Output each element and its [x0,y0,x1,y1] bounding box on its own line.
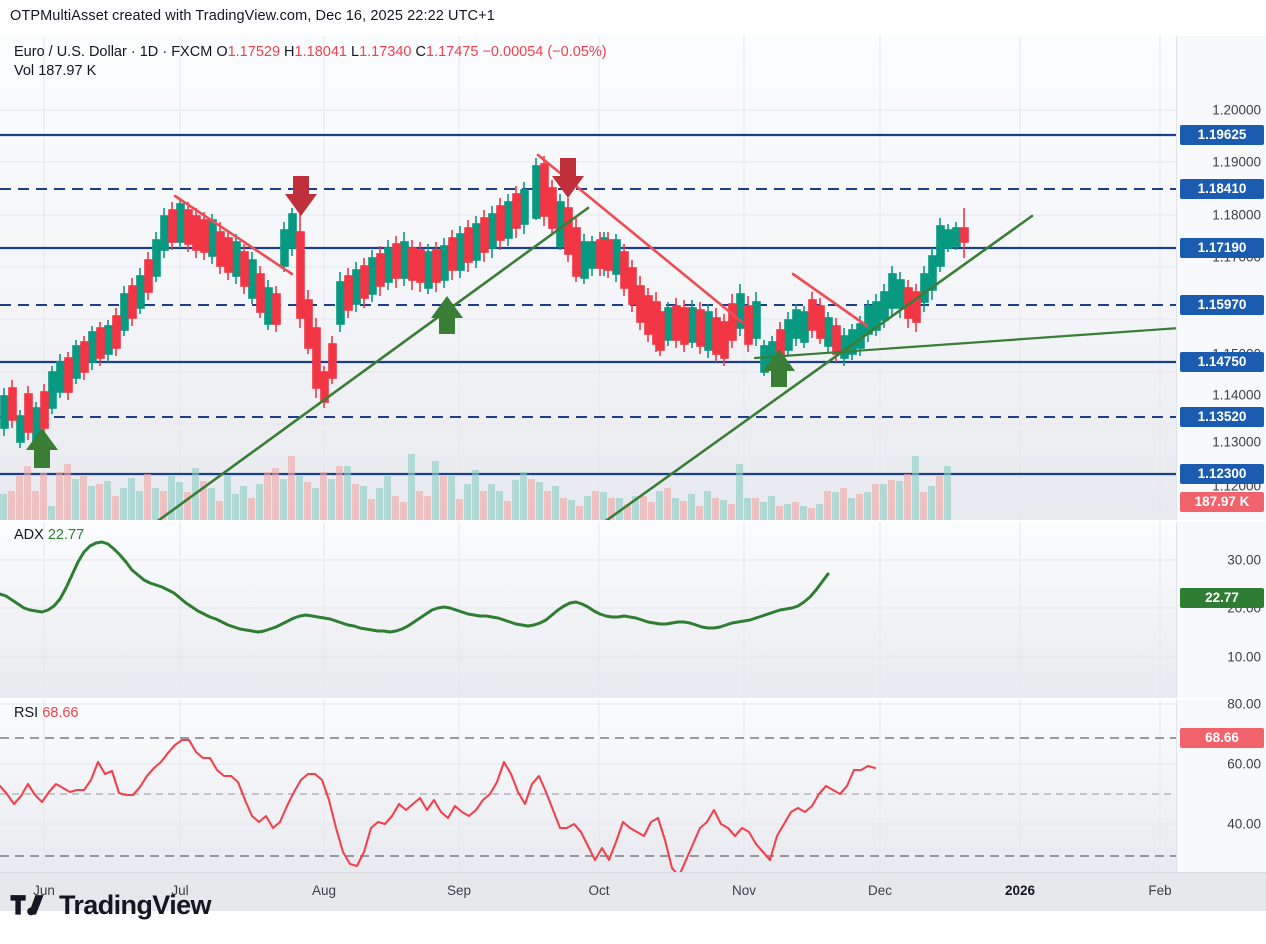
adx-plot[interactable] [0,522,1176,698]
trendline-down-3 [791,272,869,328]
time-tick: Aug [311,883,337,898]
rsi-label: RSI [14,705,39,721]
level-tag[interactable]: 1.18410 [1180,179,1264,199]
time-axis[interactable]: Jun Jul Aug Sep Oct Nov Dec 2026 Feb [0,872,1266,911]
legend-high-value: 1.18041 [294,44,347,60]
signal-markers [26,158,795,468]
level-tag[interactable]: 1.12300 [1180,464,1264,484]
chart-area[interactable]: Euro / U.S. Dollar · 1D · FXCM O1.17529 … [0,36,1266,911]
price-tick: 1.19000 [1212,154,1261,170]
adx-axis[interactable]: 30.00 20.00 10.00 22.77 [1176,522,1266,698]
legend-low-value: 1.17340 [359,44,412,60]
legend-exchange: FXCM [171,44,213,60]
trendline-down-1 [173,194,294,276]
level-tag[interactable]: 1.14750 [1180,352,1264,372]
legend-sep-2: · [162,44,168,60]
level-tag[interactable]: 1.19625 [1180,125,1264,145]
legend-open-value: 1.17529 [227,44,281,60]
adx-value: 22.77 [47,527,85,543]
arrow-down-marker [285,176,317,216]
legend-change: −0.00054 (−0.05%) [482,44,607,60]
price-legend: Euro / U.S. Dollar · 1D · FXCM O1.17529 … [14,42,607,62]
volume-tag[interactable]: 187.97 K [1180,492,1264,512]
time-tick: Jul [171,883,189,898]
trendline-up-1 [156,206,590,520]
rsi-tick: 40.00 [1227,816,1261,832]
price-plot[interactable] [0,36,1176,520]
arrow-down-marker [552,158,584,198]
adx-tick: 10.00 [1227,649,1261,665]
credit-line: OTPMultiAsset created with TradingView.c… [10,8,495,24]
rsi-pane[interactable]: RSI 68.66 80.00 60.00 40.00 68.66 [0,696,1266,872]
legend-interval[interactable]: 1D [139,44,159,60]
price-axis[interactable]: USD 1.20000 1.19000 1.18000 1.17000 1.15… [1176,36,1266,542]
adx-label: ADX [14,527,44,543]
volume-value: 187.97 K [38,63,97,79]
trendline-up-3 [753,327,1176,360]
level-tag[interactable]: 1.13520 [1180,407,1264,427]
time-tick: Nov [731,883,757,898]
legend-high-label: H [284,44,295,60]
adx-pane[interactable]: ADX 22.77 30.00 20.00 10.00 22.77 [0,522,1266,698]
rsi-value-tag[interactable]: 68.66 [1180,728,1264,748]
rsi-legend: RSI 68.66 [14,705,79,721]
adx-value-tag[interactable]: 22.77 [1180,588,1264,608]
price-tick: 1.14000 [1212,387,1261,403]
price-tick: 1.18000 [1212,207,1261,223]
volume-bars [0,454,951,520]
legend-close-label: C [415,44,426,60]
arrow-up-marker [431,296,463,334]
level-tag[interactable]: 1.15970 [1180,295,1264,315]
time-tick: Feb [1148,883,1172,898]
legend-open-label: O [216,44,228,60]
tradingview-mark-icon [10,894,44,915]
trendlines [156,153,1176,520]
legend-low-label: L [350,44,360,60]
arrow-up-marker [26,428,58,468]
time-tick: Dec [867,883,893,898]
volume-legend: Vol 187.97 K [14,63,96,79]
price-pane[interactable]: Euro / U.S. Dollar · 1D · FXCM O1.17529 … [0,36,1266,542]
price-tick: 1.13000 [1212,434,1261,450]
legend-close-value: 1.17475 [426,44,479,60]
time-tick: Sep [446,883,472,898]
rsi-axis[interactable]: 80.00 60.00 40.00 68.66 [1176,696,1266,872]
time-tick: Jun [33,883,55,898]
rsi-value: 68.66 [42,705,79,721]
level-tag[interactable]: 1.17190 [1180,238,1264,258]
rsi-plot[interactable] [0,700,1176,872]
adx-tick: 30.00 [1227,552,1261,568]
arrow-up-marker [763,349,795,387]
tradingview-wordmark: TradingView [59,890,212,920]
candlestick-series [0,156,969,450]
time-tick: Oct [588,883,610,898]
trendline-up-2 [604,214,1034,520]
price-tick: 1.20000 [1212,102,1261,118]
volume-label: Vol [14,63,35,79]
rsi-tick: 80.00 [1227,696,1261,712]
tradingview-logo: TradingView [10,890,212,921]
rsi-tick: 60.00 [1227,756,1261,772]
legend-symbol[interactable]: Euro / U.S. Dollar [14,44,127,60]
adx-legend: ADX 22.77 [14,527,84,543]
legend-sep-1: · [130,44,136,60]
time-tick-year: 2026 [1004,883,1036,898]
